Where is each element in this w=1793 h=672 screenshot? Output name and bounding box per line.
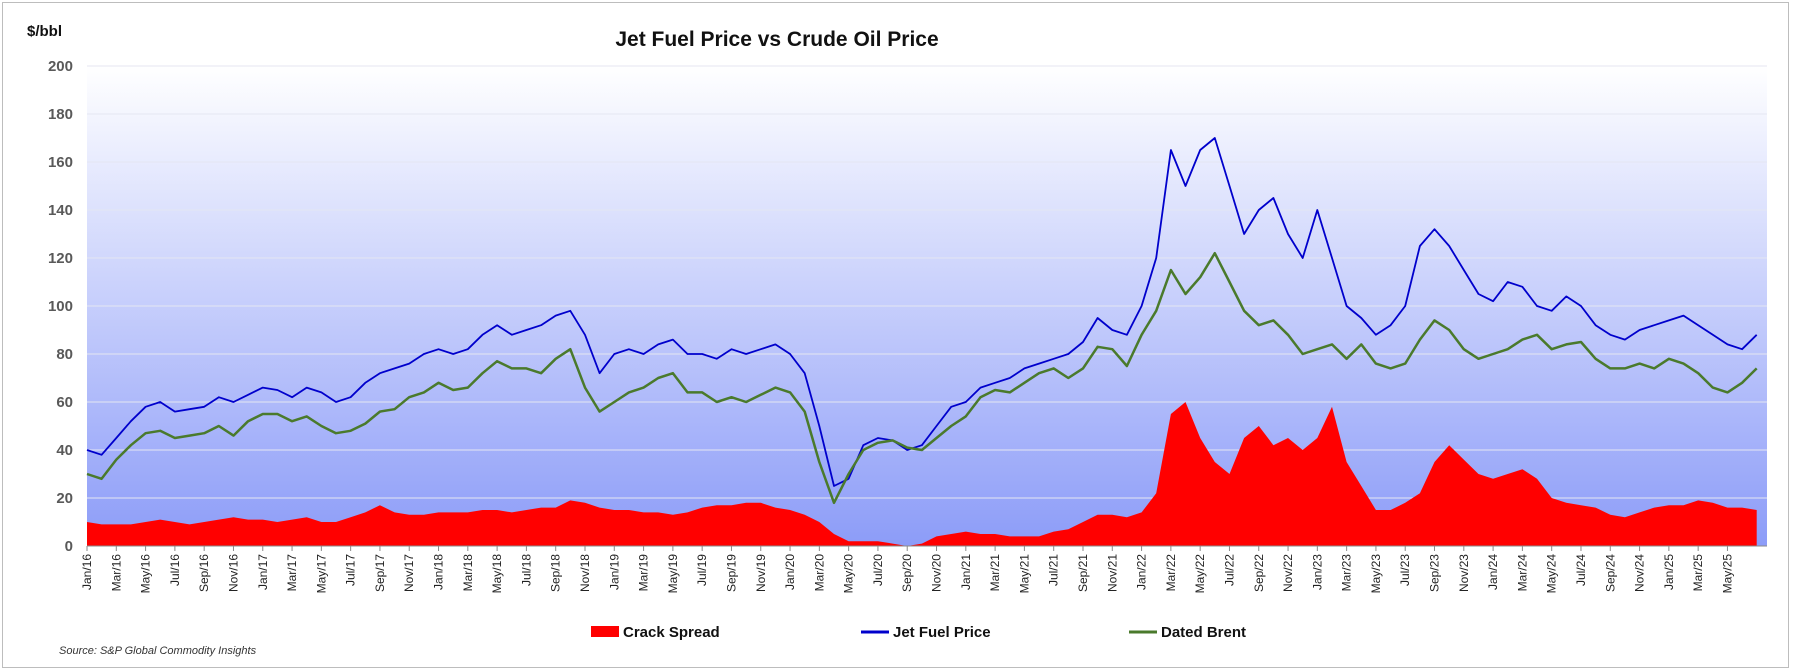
x-tick-label: Mar/17	[285, 554, 299, 592]
x-tick-label: May/21	[1017, 554, 1031, 594]
x-tick-label: May/17	[314, 554, 328, 594]
x-tick-label: Jul/23	[1398, 554, 1412, 586]
y-tick-label: 100	[48, 298, 73, 315]
x-tick-label: May/24	[1545, 554, 1559, 594]
x-tick-label: Mar/23	[1340, 554, 1354, 592]
y-tick-label: 60	[56, 394, 73, 411]
x-tick-label: Mar/22	[1164, 554, 1178, 592]
x-tick-label: Mar/16	[109, 554, 123, 592]
x-tick-label: Mar/21	[988, 554, 1002, 592]
jet-fuel-price-line	[86, 137, 1758, 487]
source-note: Source: S&P Global Commodity Insights	[59, 645, 257, 657]
x-tick-label: Jan/22	[1135, 554, 1149, 590]
x-tick-label: Jan/17	[256, 554, 270, 590]
chart-svg: $/bbl Jet Fuel Price vs Crude Oil Price …	[27, 23, 1767, 657]
y-tick-label: 40	[56, 442, 73, 459]
x-tick-label: Nov/24	[1633, 554, 1647, 592]
x-tick-label: Jul/16	[168, 554, 182, 586]
x-tick-label: May/18	[490, 554, 504, 594]
x-tick-label: May/20	[842, 554, 856, 594]
x-tick-label: Jul/20	[871, 554, 885, 586]
x-tick-label: Jul/17	[344, 554, 358, 586]
legend-label: Dated Brent	[1161, 624, 1246, 641]
x-tick-label: Jan/20	[783, 554, 797, 590]
x-tick-label: May/19	[666, 554, 680, 594]
y-axis-ticks: 0 20 40 60 80 100 120 140 160 180 200	[48, 58, 73, 555]
y-axis-unit-label: $/bbl	[27, 23, 62, 40]
x-tick-label: Nov/19	[754, 554, 768, 592]
legend-label: Jet Fuel Price	[893, 624, 991, 641]
x-tick-label: Jan/16	[80, 554, 94, 590]
y-tick-label: 120	[48, 250, 73, 267]
x-tick-label: Jan/21	[959, 554, 973, 590]
x-tick-label: Jan/25	[1662, 554, 1676, 590]
crack-spread-area	[87, 402, 1757, 546]
x-tick-label: Mar/25	[1691, 554, 1705, 592]
y-tick-label: 200	[48, 58, 73, 75]
legend-item-crack-spread: Crack Spread	[591, 624, 720, 641]
y-tick-label: 20	[56, 490, 73, 507]
x-tick-label: Sep/24	[1603, 554, 1617, 592]
legend-label: Crack Spread	[623, 624, 720, 641]
x-tick-label: Sep/21	[1076, 554, 1090, 592]
chart-title: Jet Fuel Price vs Crude Oil Price	[615, 28, 938, 51]
x-tick-label: May/25	[1720, 554, 1734, 594]
x-tick-label: Jul/24	[1574, 554, 1588, 586]
crack-spread-area-layer	[87, 402, 1757, 546]
price-lines-layer	[86, 137, 1758, 505]
x-tick-label: Jul/19	[695, 554, 709, 586]
x-tick-label: Nov/21	[1105, 554, 1119, 592]
x-tick-label: Mar/20	[812, 554, 826, 592]
y-tick-label: 180	[48, 106, 73, 123]
dated-brent-line	[86, 251, 1758, 505]
x-tick-label: Jul/18	[519, 554, 533, 586]
x-tick-label: Sep/23	[1428, 554, 1442, 592]
y-tick-label: 80	[56, 346, 73, 363]
x-tick-label: Nov/23	[1457, 554, 1471, 592]
legend: Crack Spread Jet Fuel Price Dated Brent	[591, 624, 1246, 641]
x-tick-label: Jan/18	[432, 554, 446, 590]
x-tick-label: Nov/22	[1281, 554, 1295, 592]
x-tick-label: Sep/16	[197, 554, 211, 592]
x-tick-label: Nov/16	[226, 554, 240, 592]
x-tick-label: Sep/17	[373, 554, 387, 592]
x-tick-label: Nov/20	[930, 554, 944, 592]
legend-swatch	[591, 626, 619, 637]
y-tick-label: 0	[65, 538, 73, 555]
x-tick-label: May/23	[1369, 554, 1383, 594]
legend-item-jet-fuel-price: Jet Fuel Price	[861, 624, 991, 641]
x-tick-label: Mar/24	[1515, 554, 1529, 592]
x-tick-label: Nov/18	[578, 554, 592, 592]
x-tick-label: Jan/23	[1310, 554, 1324, 590]
y-tick-label: 160	[48, 154, 73, 171]
gridlines	[87, 65, 1767, 499]
x-tick-label: Sep/19	[724, 554, 738, 592]
x-tick-label: Jan/24	[1486, 554, 1500, 590]
x-tick-label: Jul/22	[1222, 554, 1236, 586]
x-tick-label: Nov/17	[402, 554, 416, 592]
x-tick-label: Sep/18	[549, 554, 563, 592]
x-tick-label: May/16	[139, 554, 153, 594]
legend-item-dated-brent: Dated Brent	[1129, 624, 1246, 641]
x-tick-label: Sep/20	[900, 554, 914, 592]
x-tick-label: May/22	[1193, 554, 1207, 594]
x-tick-label: Jul/21	[1047, 554, 1061, 586]
x-axis-ticks: Jan/16 Mar/16 May/16 Jul/16 Sep/16 Nov/16 Jan/…	[80, 546, 1734, 593]
x-tick-label: Mar/19	[637, 554, 651, 592]
y-tick-label: 140	[48, 202, 73, 219]
x-tick-label: Sep/22	[1252, 554, 1266, 592]
x-tick-label: Mar/18	[461, 554, 475, 592]
x-tick-label: Jan/19	[607, 554, 621, 590]
